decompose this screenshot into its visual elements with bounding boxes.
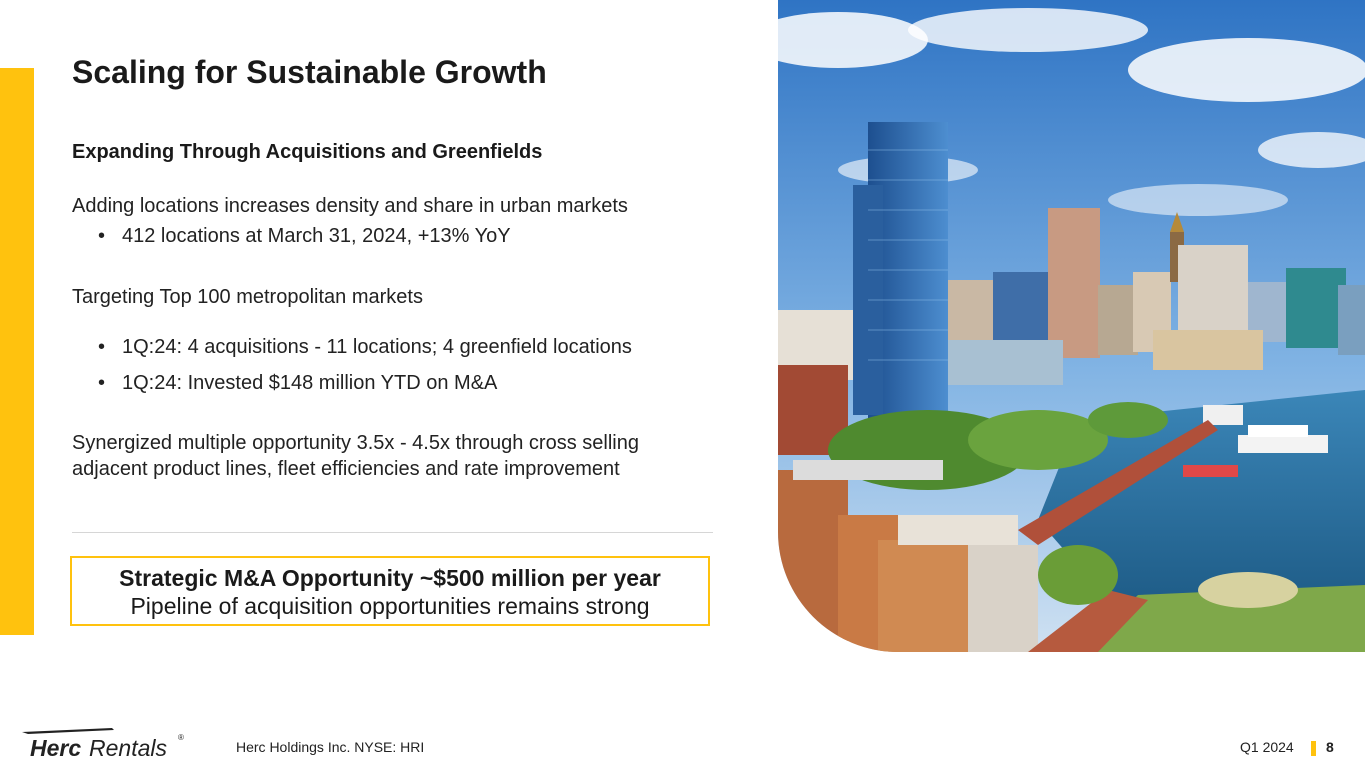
accent-bar	[0, 68, 34, 635]
paragraph-locations: Adding locations increases density and s…	[72, 195, 628, 217]
bullet-text: 412 locations at March 31, 2024, +13% Yo…	[122, 225, 511, 247]
paragraph-synergy-line2: adjacent product lines, fleet efficienci…	[72, 458, 620, 480]
paragraph-synergy-line1: Synergized multiple opportunity 3.5x - 4…	[72, 432, 639, 454]
bullet-glyph: •	[98, 225, 106, 247]
page-number: 8	[1326, 739, 1334, 755]
callout-subline: Pipeline of acquisition opportunities re…	[130, 593, 650, 619]
bullet-text: 1Q:24: Invested $148 million YTD on M&A	[122, 372, 498, 394]
divider	[72, 532, 713, 533]
logo-text-light: Rentals	[89, 735, 167, 761]
bullet-item: • 1Q:24: Invested $148 million YTD on M&A	[98, 372, 497, 395]
logo-registered: ®	[178, 733, 184, 742]
bullet-glyph: •	[98, 336, 106, 358]
bullet-glyph: •	[98, 372, 106, 394]
footer-company: Herc Holdings Inc. NYSE: HRI	[236, 739, 425, 755]
bullet-text: 1Q:24: 4 acquisitions - 11 locations; 4 …	[122, 336, 632, 358]
section-subtitle: Expanding Through Acquisitions and Green…	[72, 141, 543, 163]
bullet-item: • 412 locations at March 31, 2024, +13% Y…	[98, 225, 511, 248]
bullet-item: • 1Q:24: 4 acquisitions - 11 locations; 4…	[98, 336, 632, 359]
herc-rentals-logo[interactable]: Herc Rentals ®	[20, 726, 192, 762]
paragraph-synergy: Synergized multiple opportunity 3.5x - 4…	[72, 430, 639, 482]
callout-box: Strategic M&A Opportunity ~$500 million …	[70, 556, 710, 626]
paragraph-targeting: Targeting Top 100 metropolitan markets	[72, 286, 423, 308]
city-harbor-skyline-photo	[778, 0, 1365, 652]
callout-headline: Strategic M&A Opportunity ~$500 million …	[119, 565, 661, 591]
footer-accent-mark	[1311, 741, 1316, 756]
slide-title: Scaling for Sustainable Growth	[72, 54, 547, 90]
logo-text-bold: Herc	[30, 735, 81, 761]
footer-quarter: Q1 2024	[1240, 739, 1294, 755]
